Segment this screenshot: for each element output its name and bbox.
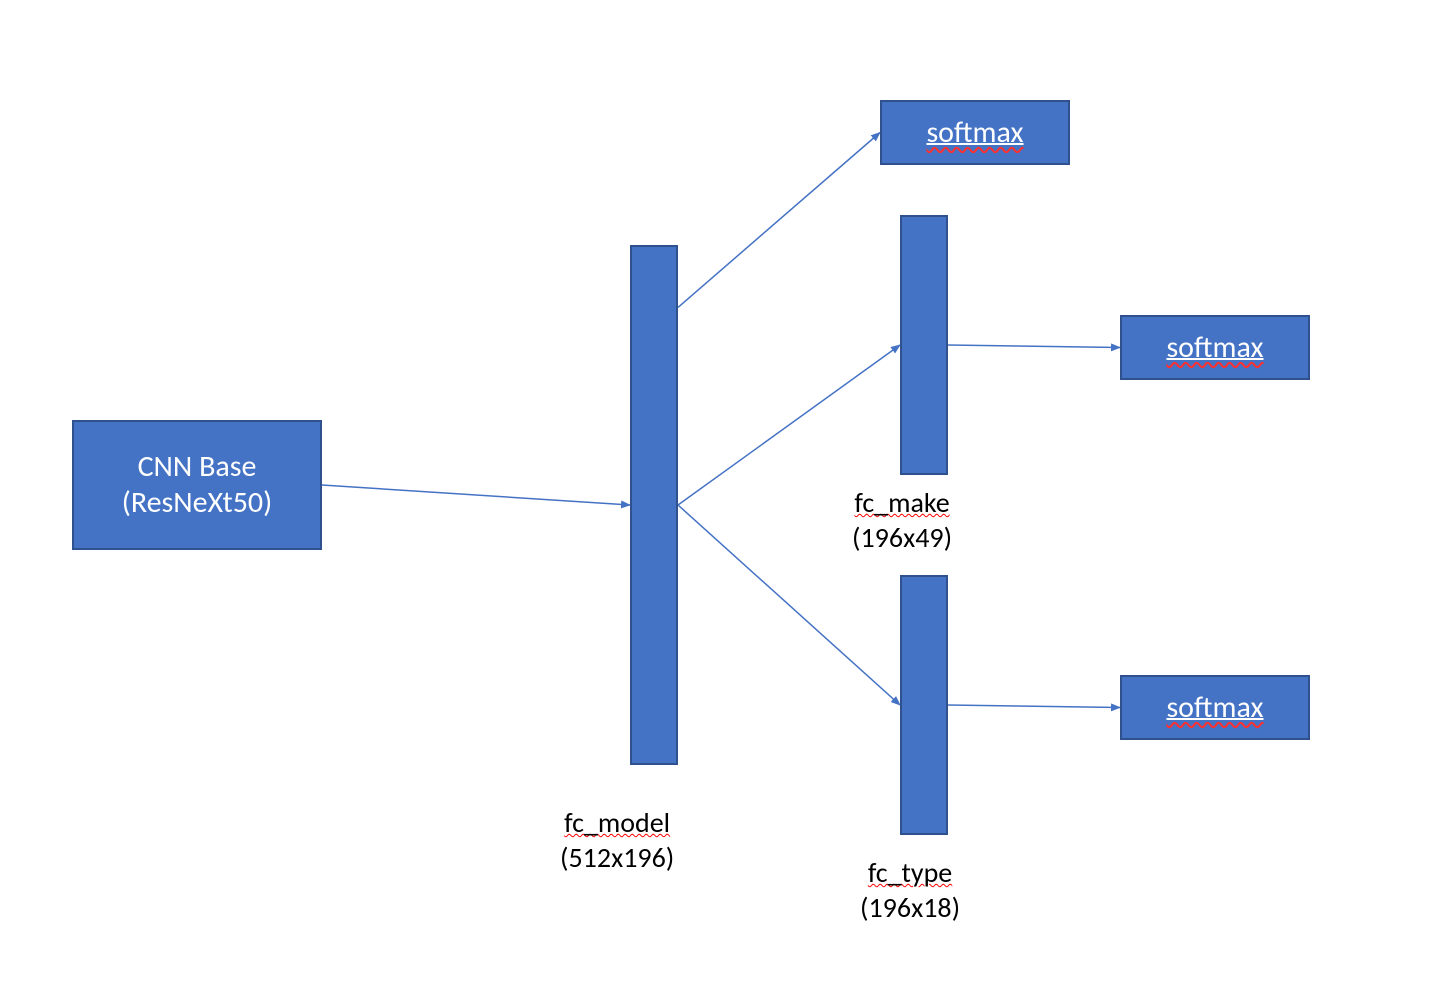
edge-fc_model-to-fc_make	[678, 345, 900, 505]
label-fc_model_label: fc_model(512x196)	[560, 805, 674, 875]
node-softmax_top-label: softmaxsoftmax	[926, 115, 1023, 151]
edge-fc_make-to-softmax_mid	[948, 345, 1120, 348]
node-softmax_bot: softmaxsoftmax	[1120, 675, 1310, 740]
edge-fc_model-to-softmax_top	[678, 133, 880, 308]
node-softmax_top: softmaxsoftmax	[880, 100, 1070, 165]
label-fc_make_label: fc_make(196x49)	[852, 485, 952, 555]
node-softmax_mid: softmaxsoftmax	[1120, 315, 1310, 380]
node-softmax_bot-label: softmaxsoftmax	[1166, 690, 1263, 726]
edge-cnn_base-to-fc_model	[322, 485, 630, 505]
node-cnn_base-label: CNN Base(ResNeXt50)	[122, 449, 272, 521]
node-fc_make	[900, 215, 948, 475]
node-fc_type	[900, 575, 948, 835]
node-fc_model	[630, 245, 678, 765]
edge-fc_type-to-softmax_bot	[948, 705, 1120, 708]
label-fc_type_label: fc_type(196x18)	[860, 855, 960, 925]
node-softmax_mid-label: softmaxsoftmax	[1166, 330, 1263, 366]
node-cnn_base: CNN Base(ResNeXt50)	[72, 420, 322, 550]
